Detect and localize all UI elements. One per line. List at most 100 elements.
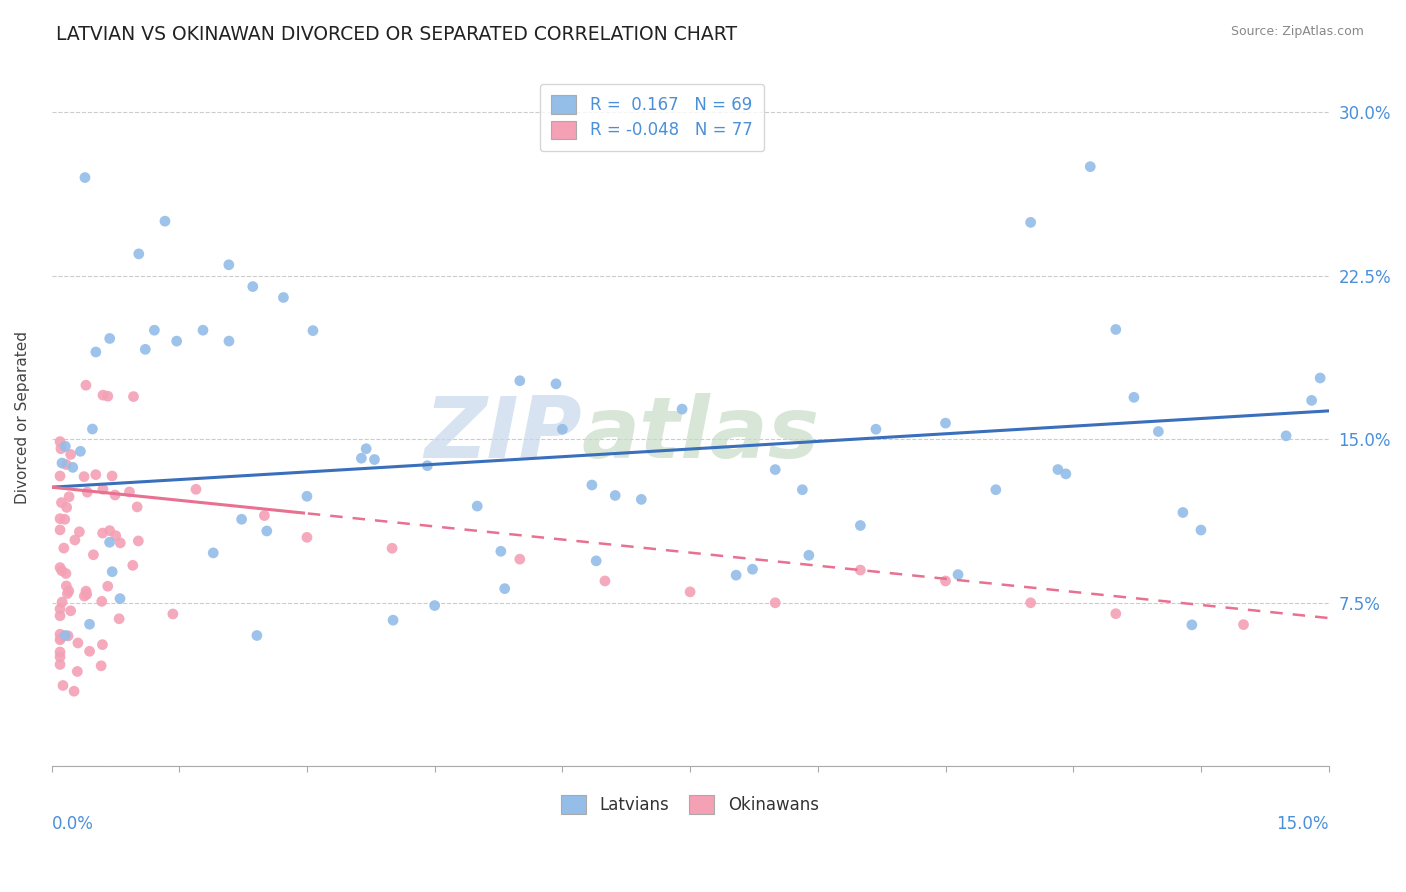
Point [679, 585, 702, 599]
Point [671, 402, 693, 417]
Point [128, 247, 150, 261]
Point [121, 558, 143, 573]
Point [91, 526, 114, 541]
Point [494, 582, 516, 596]
Point [382, 613, 405, 627]
Point [55, 458, 77, 472]
Point [1122, 390, 1144, 404]
Point [53, 439, 76, 453]
Text: atlas: atlas [582, 393, 820, 476]
Point [49, 649, 72, 664]
Point [792, 483, 814, 497]
Point [763, 462, 786, 476]
Point [585, 554, 607, 568]
Point [49, 631, 72, 645]
Point [110, 536, 132, 550]
Text: Source: ZipAtlas.com: Source: ZipAtlas.com [1230, 25, 1364, 38]
Point [143, 323, 166, 337]
Point [56, 586, 79, 600]
Point [82, 548, 104, 562]
Point [49, 442, 72, 456]
Point [56, 629, 79, 643]
Point [91, 482, 114, 496]
Point [104, 488, 127, 502]
Point [381, 541, 404, 556]
Point [118, 484, 141, 499]
Point [51, 456, 73, 470]
Point [218, 258, 240, 272]
Point [122, 390, 145, 404]
Point [1078, 160, 1101, 174]
Point [416, 458, 439, 473]
Point [49, 657, 72, 672]
Point [191, 323, 214, 337]
Point [52, 541, 75, 555]
Point [350, 451, 373, 466]
Point [1232, 617, 1254, 632]
Point [98, 535, 121, 549]
Point [1046, 462, 1069, 476]
Point [52, 678, 75, 692]
Point [67, 524, 90, 539]
Point [91, 388, 114, 402]
Point [593, 574, 616, 588]
Point [79, 644, 101, 658]
Point [53, 512, 76, 526]
Point [55, 566, 77, 581]
Point [73, 170, 96, 185]
Point [49, 608, 72, 623]
Point [98, 331, 121, 345]
Point [49, 627, 72, 641]
Point [49, 560, 72, 574]
Point [49, 523, 72, 537]
Point [55, 500, 77, 515]
Point [55, 579, 77, 593]
Point [363, 452, 385, 467]
Point [73, 469, 96, 483]
Point [946, 567, 969, 582]
Point [49, 602, 72, 616]
Point [984, 483, 1007, 497]
Point [53, 628, 76, 642]
Point [1309, 371, 1331, 385]
Point [551, 422, 574, 436]
Text: 0.0%: 0.0% [52, 815, 93, 833]
Point [84, 467, 107, 482]
Point [49, 434, 72, 449]
Y-axis label: Divorced or Separated: Divorced or Separated [15, 331, 30, 504]
Point [63, 684, 86, 698]
Point [62, 460, 84, 475]
Point [1105, 607, 1128, 621]
Point [849, 563, 872, 577]
Point [256, 524, 278, 538]
Point [97, 579, 120, 593]
Point [73, 589, 96, 603]
Text: 15.0%: 15.0% [1277, 815, 1329, 833]
Point [49, 632, 72, 647]
Point [108, 612, 131, 626]
Point [184, 483, 207, 497]
Point [273, 291, 295, 305]
Text: ZIP: ZIP [425, 393, 582, 476]
Point [51, 595, 73, 609]
Point [75, 378, 97, 392]
Point [84, 345, 107, 359]
Point [90, 658, 112, 673]
Point [741, 562, 763, 576]
Point [253, 508, 276, 523]
Point [423, 599, 446, 613]
Point [246, 628, 269, 642]
Point [75, 584, 97, 599]
Point [605, 488, 627, 502]
Point [865, 422, 887, 436]
Point [97, 389, 120, 403]
Point [1301, 393, 1323, 408]
Point [51, 495, 73, 509]
Point [1189, 523, 1212, 537]
Point [295, 489, 318, 503]
Point [101, 565, 124, 579]
Point [1019, 596, 1042, 610]
Point [91, 638, 114, 652]
Point [202, 546, 225, 560]
Point [79, 617, 101, 632]
